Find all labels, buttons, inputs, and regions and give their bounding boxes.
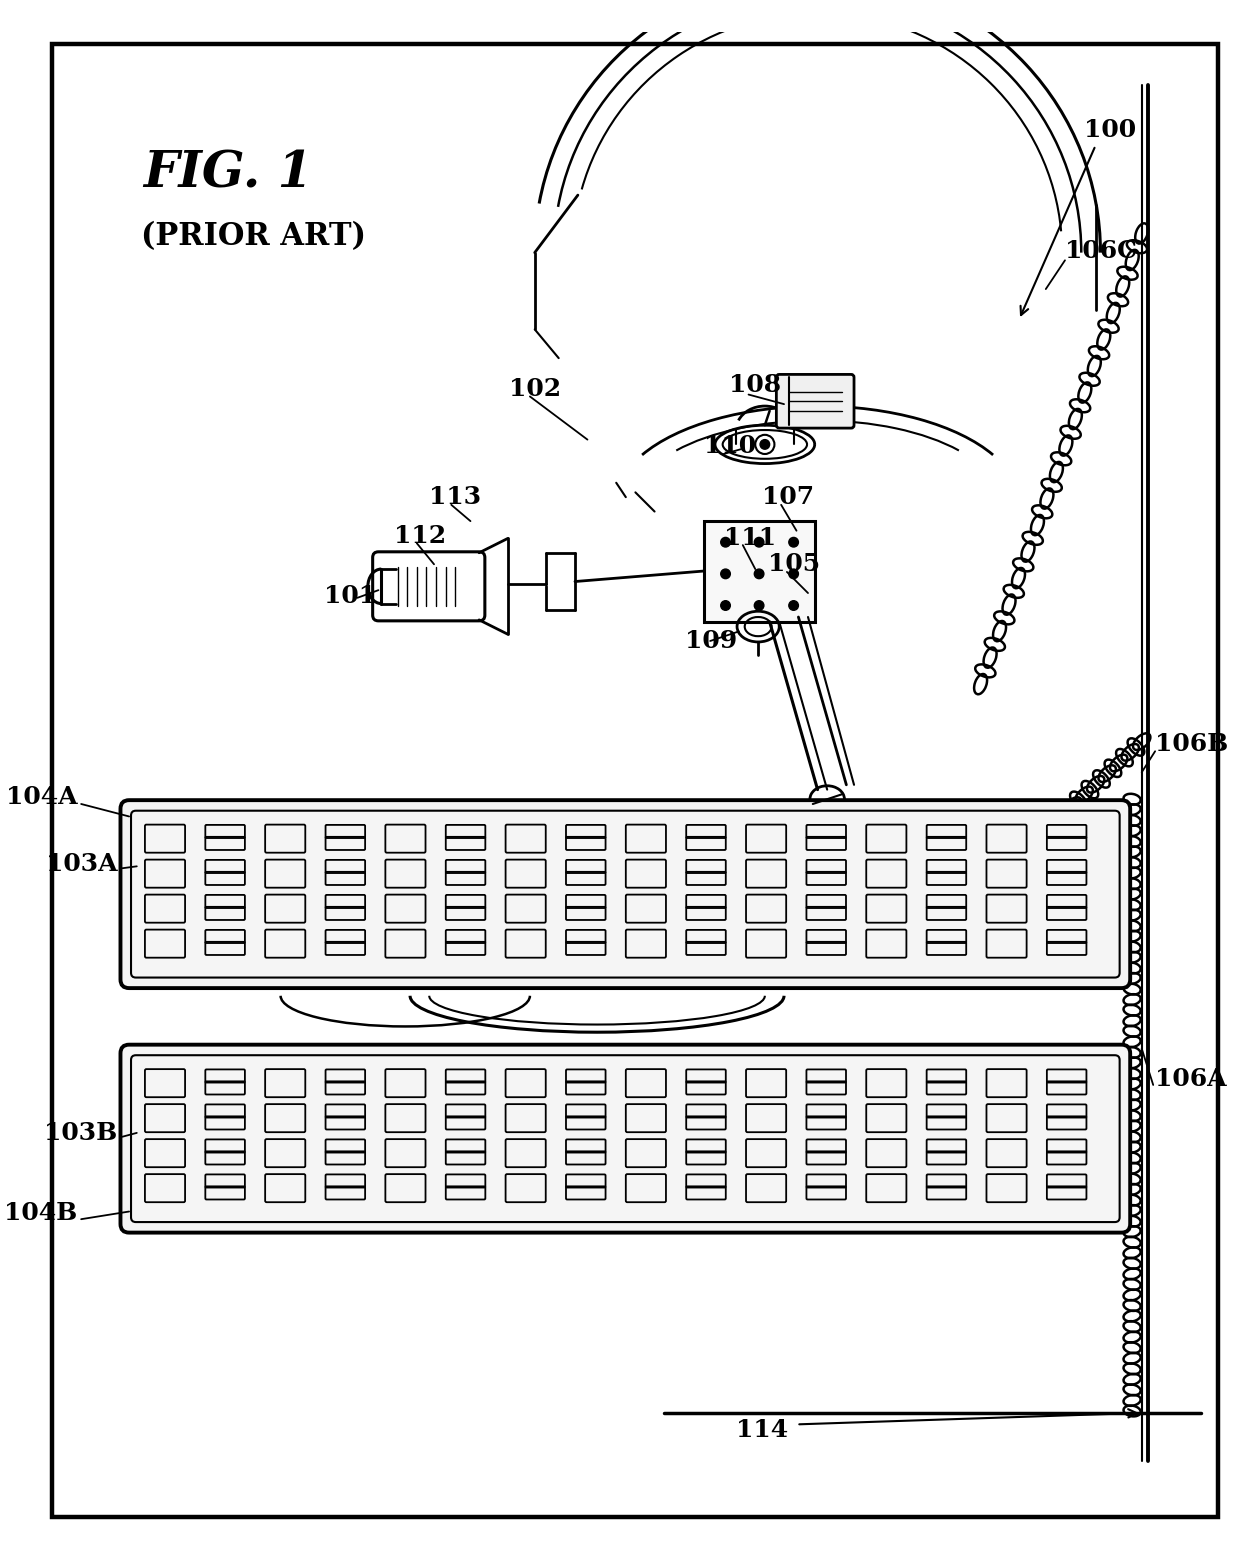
FancyBboxPatch shape [776, 375, 854, 428]
FancyBboxPatch shape [373, 551, 485, 621]
Text: 114: 114 [735, 1417, 789, 1442]
Text: 109: 109 [686, 629, 738, 652]
Text: 104B: 104B [4, 1202, 77, 1225]
Circle shape [760, 440, 770, 450]
Bar [704, 521, 815, 621]
Circle shape [754, 537, 764, 546]
FancyBboxPatch shape [120, 1044, 1130, 1233]
Circle shape [720, 601, 730, 610]
Text: 107: 107 [761, 485, 815, 509]
Circle shape [720, 570, 730, 579]
Text: 113: 113 [429, 485, 481, 509]
Text: 111: 111 [724, 526, 776, 551]
Circle shape [755, 436, 775, 454]
Text: 103B: 103B [45, 1121, 118, 1144]
Circle shape [754, 601, 764, 610]
Circle shape [720, 537, 730, 546]
Text: 102: 102 [508, 376, 560, 401]
Text: 105: 105 [768, 553, 820, 576]
Text: 103A: 103A [46, 852, 118, 876]
Text: FIG. 1: FIG. 1 [143, 150, 312, 198]
Text: 104A: 104A [6, 785, 77, 809]
Text: 106B: 106B [1156, 732, 1229, 756]
Circle shape [754, 570, 764, 579]
Text: 110: 110 [704, 434, 756, 459]
Text: (PRIOR ART): (PRIOR ART) [141, 220, 366, 251]
Text: 112: 112 [394, 523, 446, 548]
Text: 108: 108 [729, 373, 781, 396]
Text: 106C: 106C [1065, 239, 1137, 262]
FancyBboxPatch shape [120, 801, 1130, 988]
Text: 101: 101 [324, 584, 376, 607]
Circle shape [789, 537, 799, 546]
Circle shape [789, 570, 799, 579]
Text: 106A: 106A [1156, 1068, 1226, 1091]
Text: 100: 100 [1084, 119, 1136, 142]
Circle shape [789, 601, 799, 610]
